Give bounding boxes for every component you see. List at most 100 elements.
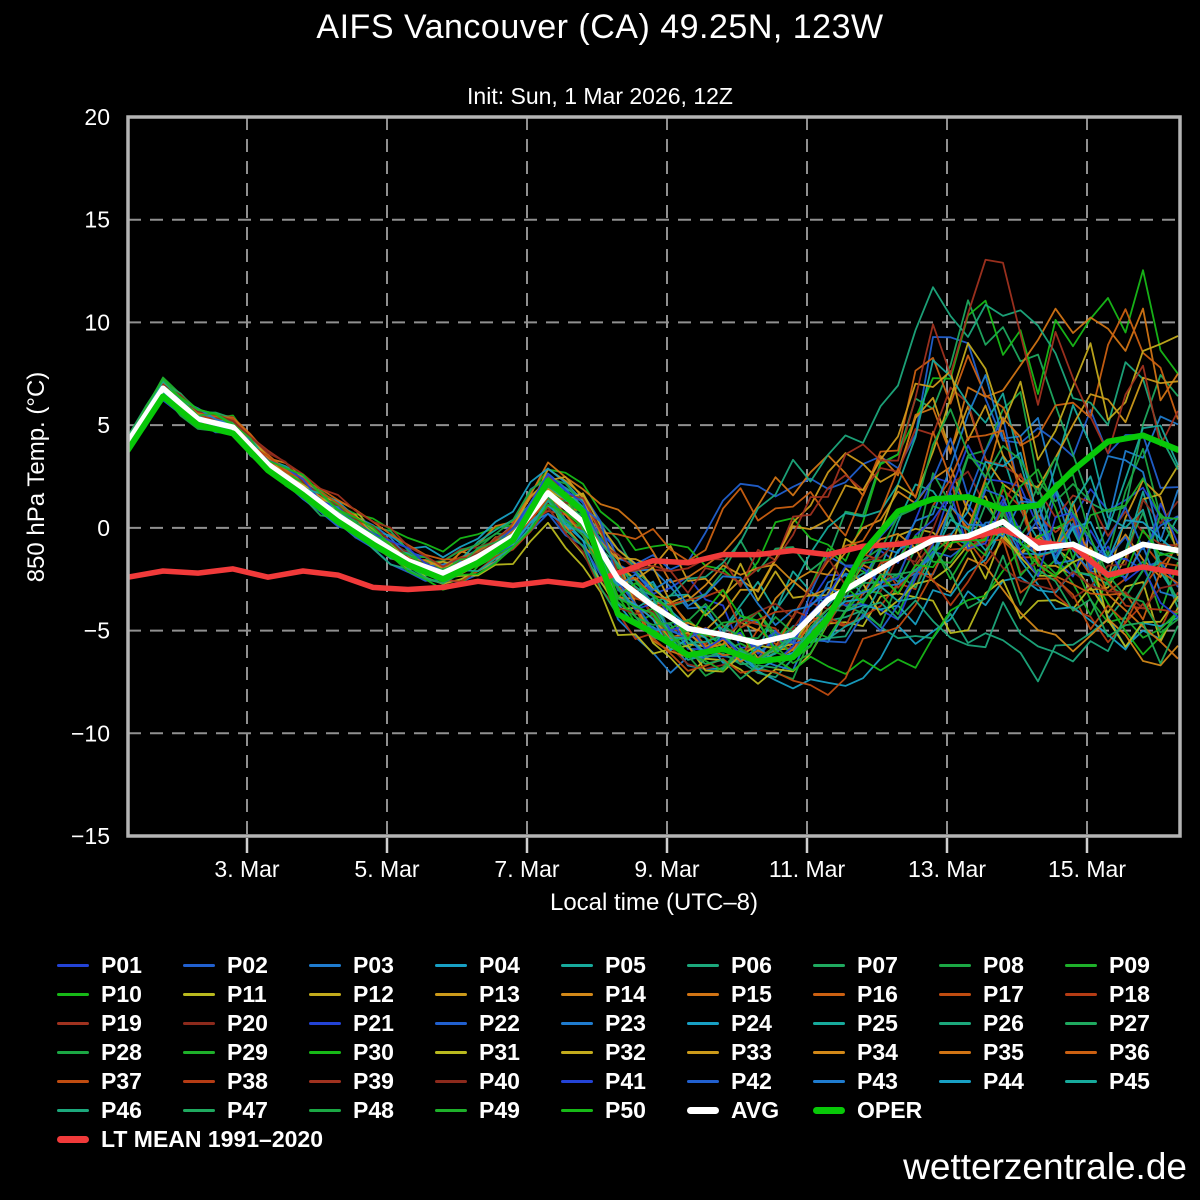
- legend-item-p46: P46: [57, 1097, 183, 1124]
- legend-item-p23: P23: [561, 1010, 687, 1037]
- y-tick-label: 20: [84, 104, 110, 130]
- y-tick-label: −10: [71, 720, 110, 746]
- legend-label: P22: [479, 1010, 520, 1036]
- legend-label: P20: [227, 1010, 268, 1036]
- legend-row: P19 P20 P21 P22 P23 P24 P25 P26 P27: [57, 1009, 1191, 1038]
- legend-label: P39: [353, 1068, 394, 1094]
- legend-label: P40: [479, 1068, 520, 1094]
- ensemble-member-line-P32: [128, 335, 1179, 617]
- legend-item-p42: P42: [687, 1068, 813, 1095]
- legend-swatch: [561, 993, 593, 996]
- legend-label: P30: [353, 1039, 394, 1065]
- legend-item-p50: P50: [561, 1097, 687, 1124]
- legend-item-p03: P03: [309, 952, 435, 979]
- legend-swatch: [57, 1080, 89, 1083]
- legend-label: P06: [731, 952, 772, 978]
- legend-item-p05: P05: [561, 952, 687, 979]
- legend-label: AVG: [731, 1097, 780, 1123]
- legend-label: P15: [731, 981, 772, 1007]
- legend-label: P01: [101, 952, 142, 978]
- legend-label: P07: [857, 952, 898, 978]
- ensemble-member-line-P42: [128, 392, 1179, 649]
- legend-item-p15: P15: [687, 981, 813, 1008]
- y-tick-label: 5: [97, 412, 110, 438]
- legend-swatch: [813, 1051, 845, 1054]
- legend-label: P25: [857, 1010, 898, 1036]
- legend-label: P42: [731, 1068, 772, 1094]
- legend-item-p28: P28: [57, 1039, 183, 1066]
- legend-swatch: [561, 1109, 593, 1112]
- legend-item-p43: P43: [813, 1068, 939, 1095]
- legend-item-p18: P18: [1065, 981, 1191, 1008]
- legend-label: P41: [605, 1068, 646, 1094]
- legend-swatch: [309, 1022, 341, 1025]
- legend-label: P38: [227, 1068, 268, 1094]
- legend-item-p36: P36: [1065, 1039, 1191, 1066]
- grid-layer: [128, 117, 1180, 836]
- ensemble-member-line-P50: [128, 385, 1179, 661]
- legend-label: P08: [983, 952, 1024, 978]
- legend-label: P43: [857, 1068, 898, 1094]
- legend-item-p17: P17: [939, 981, 1065, 1008]
- legend-swatch: [813, 1022, 845, 1025]
- legend-item-p29: P29: [183, 1039, 309, 1066]
- legend-label: P35: [983, 1039, 1024, 1065]
- legend-swatch: [435, 993, 467, 996]
- legend-swatch: [687, 1022, 719, 1025]
- legend-item-p34: P34: [813, 1039, 939, 1066]
- legend-label: P03: [353, 952, 394, 978]
- legend-item-p27: P27: [1065, 1010, 1191, 1037]
- legend-swatch: [687, 1051, 719, 1054]
- legend-label: P27: [1109, 1010, 1150, 1036]
- page-title: AIFS Vancouver (CA) 49.25N, 123W: [316, 8, 884, 46]
- legend-item-p40: P40: [435, 1068, 561, 1095]
- legend-label: P17: [983, 981, 1024, 1007]
- legend-swatch: [813, 964, 845, 967]
- legend-row: P28 P29 P30 P31 P32 P33 P34 P35 P36: [57, 1038, 1191, 1067]
- legend-swatch: [57, 964, 89, 967]
- oper-line: [128, 393, 1180, 665]
- legend-swatch: [183, 964, 215, 967]
- legend-item-p41: P41: [561, 1068, 687, 1095]
- legend-swatch: [939, 1080, 971, 1083]
- legend-item-p25: P25: [813, 1010, 939, 1037]
- legend-swatch: [435, 1051, 467, 1054]
- legend-item-p19: P19: [57, 1010, 183, 1037]
- legend-item-p44: P44: [939, 1068, 1065, 1095]
- legend-item-lt-mean-1991–2020: LT MEAN 1991–2020: [57, 1126, 323, 1153]
- legend-label: P34: [857, 1039, 898, 1065]
- legend-label: P26: [983, 1010, 1024, 1036]
- legend-label: P16: [857, 981, 898, 1007]
- legend-item-p32: P32: [561, 1039, 687, 1066]
- legend-item-p47: P47: [183, 1097, 309, 1124]
- legend-item-p12: P12: [309, 981, 435, 1008]
- ltmean-line: [128, 527, 1180, 593]
- y-tick-label: 0: [97, 515, 110, 541]
- tick-layer: 3. Mar 5. Mar 7. Mar 9. Mar 11. Mar 13. Mar 15…: [71, 104, 1126, 882]
- legend-label: P24: [731, 1010, 772, 1036]
- legend-item-p22: P22: [435, 1010, 561, 1037]
- y-tick-label: −15: [71, 823, 110, 849]
- series-layer: [128, 258, 1180, 696]
- legend-row: P46 P47 P48 P49 P50 AVG OPER: [57, 1096, 1191, 1125]
- legend-item-p37: P37: [57, 1068, 183, 1095]
- legend-item-p45: P45: [1065, 1068, 1191, 1095]
- legend-row: P10 P11 P12 P13 P14 P15 P16 P17 P18: [57, 980, 1191, 1009]
- legend-label: P36: [1109, 1039, 1150, 1065]
- legend-item-p21: P21: [309, 1010, 435, 1037]
- legend-label: P46: [101, 1097, 142, 1123]
- legend-label: P05: [605, 952, 646, 978]
- legend-label: P04: [479, 952, 520, 978]
- y-axis-label: 850 hPa Temp. (°C): [23, 372, 50, 583]
- legend-label: LT MEAN 1991–2020: [101, 1126, 324, 1152]
- legend-row: P01 P02 P03 P04 P05 P06 P07 P08 P09: [57, 951, 1191, 980]
- legend-swatch: [1065, 1080, 1097, 1083]
- legend-swatch: [309, 1080, 341, 1083]
- legend-swatch: [561, 1080, 593, 1083]
- legend-label: P45: [1109, 1068, 1150, 1094]
- legend-swatch: [939, 1022, 971, 1025]
- legend-label: P48: [353, 1097, 394, 1123]
- legend-swatch: [561, 1051, 593, 1054]
- legend-item-p24: P24: [687, 1010, 813, 1037]
- legend-swatch: [57, 1051, 89, 1054]
